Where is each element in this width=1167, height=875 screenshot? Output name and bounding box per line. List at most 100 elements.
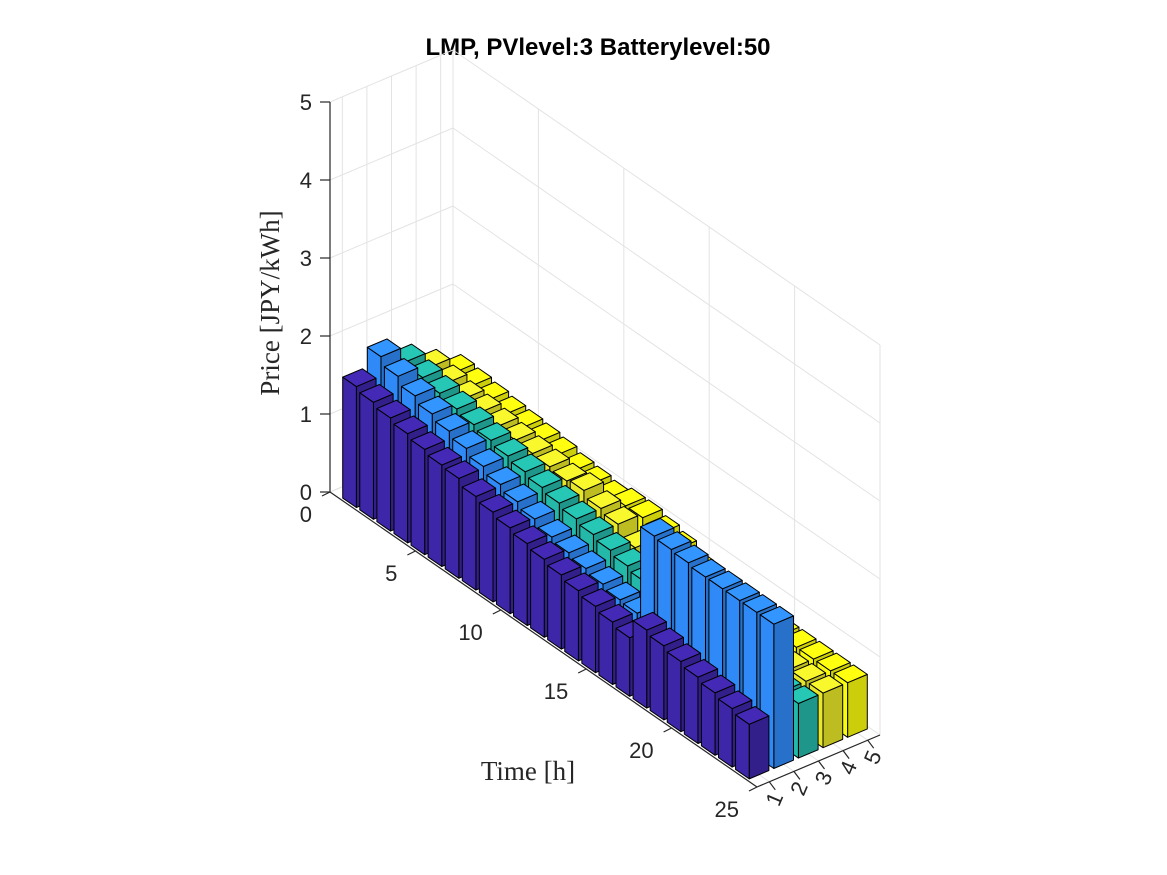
z-tick-label: 5 [300, 90, 312, 115]
bar-face-top [816, 652, 851, 672]
bar-face-top [603, 505, 639, 525]
z-tick-label: 4 [300, 168, 312, 193]
bar-face-front [773, 615, 794, 769]
time-tick-mark [407, 550, 416, 556]
bar-face-top [478, 493, 514, 513]
bar-face-top [435, 412, 470, 432]
bar-face-front [748, 715, 770, 780]
bar-face-top [410, 431, 445, 450]
bar-face-top [530, 541, 565, 560]
bar-face-top [495, 509, 531, 529]
z-tick-label: 1 [300, 402, 312, 427]
bar-face-top [666, 643, 702, 662]
bar-face-left [649, 635, 665, 721]
bar-face-top [640, 517, 675, 537]
time-tick-label: 20 [629, 738, 653, 763]
bar-face-left [530, 549, 545, 638]
grid-line-z-side [452, 127, 881, 424]
time-tick-label: 10 [458, 620, 482, 645]
bar-face-left [376, 408, 392, 532]
bar-face-left [735, 714, 750, 780]
bar-face-left [410, 439, 426, 556]
bar-face-top [503, 483, 538, 503]
bar-face-top [571, 550, 607, 569]
time-tick-label: 0 [300, 502, 312, 527]
x-axis-label: Time [h] [481, 756, 575, 786]
bar-face-left [495, 517, 511, 615]
bar-face-left [632, 620, 648, 709]
bar-face-top [493, 437, 529, 457]
bar-face-top [598, 603, 633, 623]
bar-face-front [847, 673, 868, 738]
bar-face-top [545, 484, 580, 504]
bar-face-top [393, 415, 428, 435]
bar-face-top [674, 544, 709, 564]
bar-face-top [459, 406, 495, 426]
bar-face-top [588, 565, 624, 585]
bar-face-top [510, 453, 546, 473]
bar-face-top [486, 466, 521, 486]
time-tick-label: 25 [715, 797, 739, 822]
bar-face-top [554, 534, 590, 554]
bar-face-left [598, 612, 614, 685]
bar-face-left [427, 455, 443, 567]
bar-face-top [735, 706, 770, 725]
time-tick-mark [663, 727, 672, 733]
bar-face-top [342, 368, 377, 388]
bar-face-top [691, 558, 726, 578]
time-tick-mark [748, 786, 758, 792]
bar-face-top [400, 377, 436, 397]
bar-face-top [700, 674, 736, 694]
node-tick-mark [793, 771, 801, 780]
bar-face-top [683, 658, 719, 678]
bar-face-left [359, 392, 374, 520]
z-axis-label: Price [JPY/kWh] [255, 210, 285, 395]
bar-face-top [581, 588, 616, 607]
z-tick-label: 2 [300, 324, 312, 349]
bar-face-left [683, 667, 699, 744]
bar-face-left [547, 565, 562, 650]
bar-face-top [649, 627, 684, 647]
time-tick-mark [577, 668, 587, 674]
bar-face-top [418, 395, 453, 415]
bar-face-left [581, 596, 596, 674]
bar-face-top [513, 525, 548, 545]
bar-face-top [605, 581, 641, 601]
bar-face-left [342, 376, 357, 508]
bar-face-top [547, 556, 582, 576]
grid-line-z-side [452, 205, 881, 502]
node-tick-mark [867, 739, 875, 749]
bar-face-front [797, 694, 819, 759]
bar-face-top [632, 611, 667, 631]
bar-face-top [579, 516, 614, 536]
z-tick-label: 3 [300, 246, 312, 271]
node-tick-mark [768, 781, 776, 791]
bars-layer [342, 338, 868, 780]
bar-face-top [569, 472, 605, 491]
time-tick-mark [321, 491, 331, 497]
bar-face-top [383, 358, 419, 377]
bar-face-top [564, 572, 599, 592]
bar-face-top [452, 430, 487, 449]
bar-face-top [717, 690, 753, 710]
bar-face-top [427, 446, 462, 466]
bar-face-top [586, 490, 622, 509]
node-tick-mark [818, 760, 825, 770]
bar-face-left [461, 486, 477, 591]
chart-title: LMP, PVlevel:3 Batterylevel:50 [425, 34, 770, 61]
bar-face-top [657, 531, 692, 550]
bar-face-top [708, 570, 743, 590]
bar-face-front [822, 684, 844, 749]
bar-face-left [666, 651, 682, 733]
bar-face-top [725, 582, 760, 602]
bar-face-top [366, 338, 402, 358]
bar-face-left [513, 533, 528, 626]
bar-node1-t24 [735, 706, 770, 780]
bar-face-top [520, 500, 555, 520]
bar-face-left [444, 468, 460, 579]
bar-face-left [564, 580, 579, 662]
time-tick-label: 5 [385, 561, 397, 586]
time-axis-line [329, 491, 758, 788]
bar-face-top [742, 594, 777, 613]
